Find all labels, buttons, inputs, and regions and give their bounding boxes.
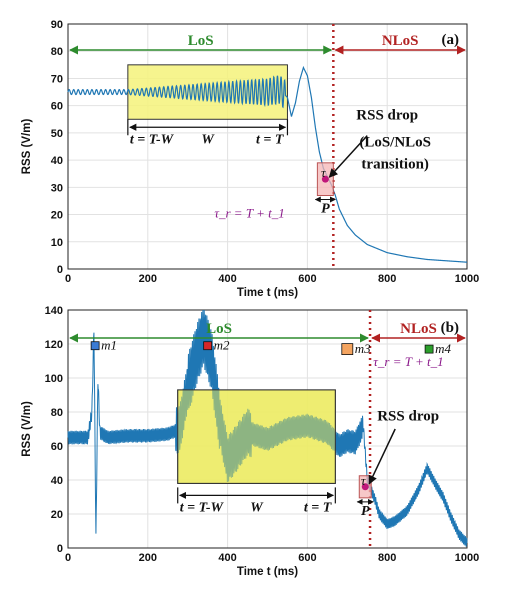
marker-m2 [203,341,213,351]
marker-label-m1: m1 [101,338,117,353]
p-label: P [321,202,330,217]
x-axis-label: Time t (ms) [237,287,298,299]
y-tick-label: 50 [51,128,63,140]
chart-panel-a: 0 200 400 600 800 1000 0 10 20 30 40 50 60 70 80 90 Time… [21,19,479,299]
p-label: P [361,504,370,519]
panel-label: (b) [441,320,459,336]
x-tick-label: 200 [139,273,157,285]
x-tick-label: 400 [218,552,236,564]
window-start-label: t = T-W [180,500,225,515]
nlos-label: NLoS [400,321,437,337]
marker-m3 [341,343,354,356]
y-tick-label: 20 [51,210,63,222]
drop-pointer [368,428,396,485]
window-length-label: W [250,500,264,515]
marker-label-m4: m4 [435,341,451,356]
x-tick-label: 800 [378,273,396,285]
y-tick-label: 60 [51,441,63,453]
panel-label: (a) [442,32,460,48]
window-end-label: t = T [304,500,333,515]
y-tick-label: 10 [51,237,63,249]
y-tick-label: 0 [57,543,63,555]
drop-sub1: (LoS/NLoS [359,135,431,151]
x-tick-label: 600 [298,552,316,564]
y-tick-label: 30 [51,182,63,194]
rss-series-line [67,65,468,263]
drop-point [361,483,369,491]
y-tick-label: 120 [45,339,63,351]
drop-pointer [328,135,368,178]
observation-window-overlay [177,389,336,484]
tau-equation: τ_r = T + t_1 [373,354,443,369]
tau-label: τ [321,165,327,180]
x-tick-label: 400 [218,273,236,285]
nlos-label: NLoS [382,33,419,49]
y-axis-label: RSS (V/m) [21,119,33,175]
y-tick-label: 90 [51,19,63,31]
x-tick-label: 800 [378,552,396,564]
y-tick-label: 70 [51,73,63,85]
x-tick-label: 600 [298,273,316,285]
x-tick-label: 0 [65,273,71,285]
marker-label-m2: m2 [214,338,230,353]
window-start-label: t = T-W [130,132,175,147]
y-tick-label: 40 [51,155,63,167]
y-tick-label: 60 [51,101,63,113]
drop-sub2: transition) [361,156,429,172]
plot-frame [67,23,468,270]
plot-frame [67,309,468,549]
y-tick-label: 0 [57,264,63,276]
x-tick-label: 200 [139,552,157,564]
marker-label-m3: m3 [355,341,371,356]
y-tick-label: 80 [51,407,63,419]
marker-m1 [90,341,100,351]
y-tick-label: 100 [45,373,63,385]
tau-label: τ [361,473,367,488]
los-label: LoS [206,321,232,337]
y-axis-label: RSS (V/m) [21,401,33,457]
drop-title: RSS drop [356,107,418,123]
x-tick-label: 1000 [455,552,479,564]
window-end-label: t = T [256,132,285,147]
marker-m4 [424,344,434,354]
window-length-label: W [201,132,215,147]
y-tick-label: 20 [51,509,63,521]
x-tick-label: 0 [65,552,71,564]
y-tick-label: 40 [51,475,63,487]
tau-equation: τ_r = T + t_1 [214,205,284,220]
y-tick-label: 140 [45,305,63,317]
chart-panel-b: 0 200 400 600 800 1000 0 20 40 60 80 100 120 140 Time … [21,305,479,578]
x-axis-label: Time t (ms) [237,566,298,578]
los-label: LoS [188,33,214,49]
drop-point [321,175,329,183]
drop-title: RSS drop [377,409,439,425]
x-tick-label: 1000 [455,273,479,285]
y-tick-label: 80 [51,46,63,58]
